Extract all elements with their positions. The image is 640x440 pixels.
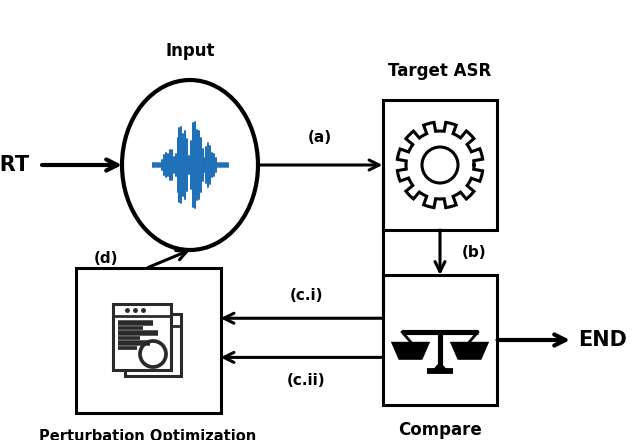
- Text: (b): (b): [462, 245, 486, 260]
- Text: (c.ii): (c.ii): [287, 374, 326, 389]
- Polygon shape: [450, 342, 489, 360]
- Text: Input: Input: [165, 42, 215, 60]
- Ellipse shape: [122, 80, 258, 250]
- FancyBboxPatch shape: [383, 100, 497, 230]
- FancyBboxPatch shape: [383, 275, 497, 405]
- FancyBboxPatch shape: [76, 268, 221, 413]
- Text: START: START: [0, 155, 30, 175]
- Polygon shape: [432, 362, 448, 370]
- Polygon shape: [391, 342, 430, 360]
- Text: END: END: [578, 330, 627, 350]
- FancyBboxPatch shape: [113, 304, 171, 370]
- Text: (c.i): (c.i): [290, 288, 323, 303]
- Text: (d): (d): [93, 251, 118, 266]
- Text: Perturbation Optimization: Perturbation Optimization: [40, 429, 257, 440]
- FancyBboxPatch shape: [125, 314, 180, 376]
- Text: Target ASR: Target ASR: [388, 62, 492, 80]
- Text: Compare: Compare: [398, 421, 482, 439]
- Text: (a): (a): [308, 130, 332, 145]
